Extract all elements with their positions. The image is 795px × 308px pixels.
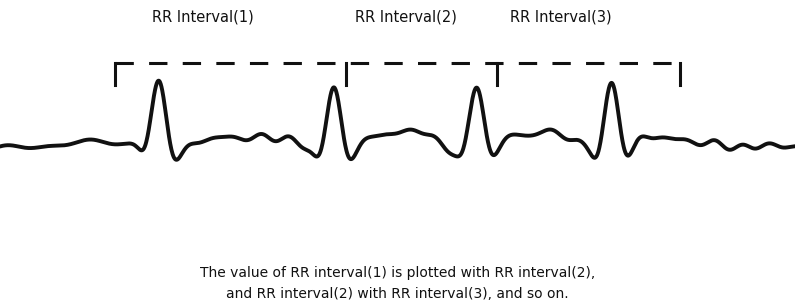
Text: RR Interval(2): RR Interval(2) [355, 10, 456, 24]
Text: RR Interval(1): RR Interval(1) [152, 10, 254, 24]
Text: and RR interval(2) with RR interval(3), and so on.: and RR interval(2) with RR interval(3), … [227, 287, 568, 301]
Text: RR Interval(3): RR Interval(3) [510, 10, 611, 24]
Text: The value of RR interval(1) is plotted with RR interval(2),: The value of RR interval(1) is plotted w… [200, 265, 595, 280]
